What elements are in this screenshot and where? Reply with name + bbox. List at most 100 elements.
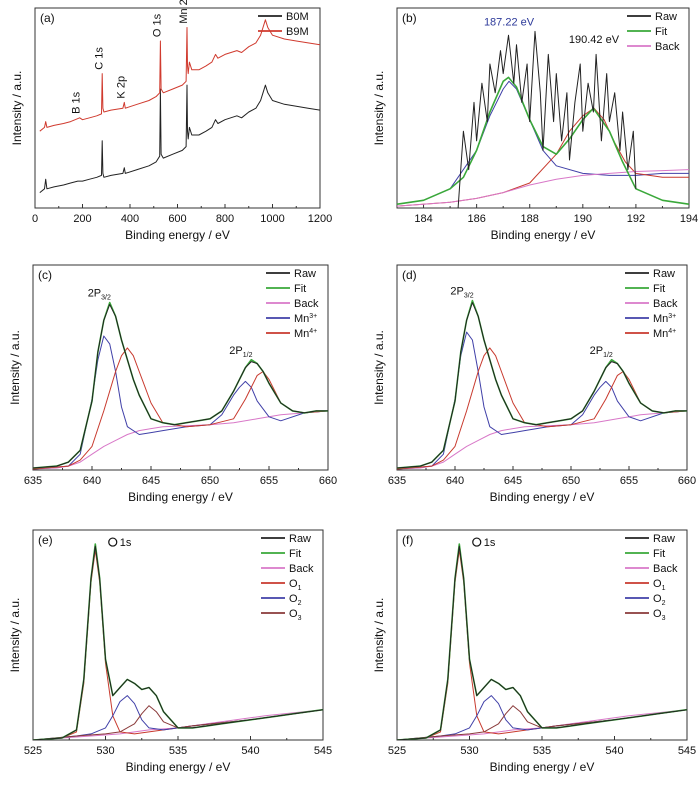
- legend-entry: Back: [655, 41, 680, 53]
- peak-annotation: 2P1/2: [229, 345, 252, 359]
- x-tick-label: 650: [562, 475, 580, 487]
- y-axis-label: Intensity / a.u.: [8, 330, 22, 405]
- x-tick-label: 200: [73, 213, 91, 225]
- legend-entry: B0M: [286, 11, 309, 23]
- x-tick-label: 525: [24, 745, 42, 757]
- x-tick-label: 1000: [260, 213, 284, 225]
- series-line-fit: [397, 543, 687, 740]
- x-tick-label: 525: [388, 745, 406, 757]
- series-line-fit: [397, 299, 687, 469]
- series-line-fit: [33, 543, 323, 740]
- peak-annotation: 1s: [484, 537, 496, 549]
- x-tick-label: 188: [521, 213, 539, 225]
- peak-annotation: 2P3/2: [450, 286, 473, 300]
- panel-label: (a): [40, 11, 55, 25]
- x-tick-label: 530: [96, 745, 114, 757]
- legend-entry: Raw: [655, 11, 677, 23]
- legend-entry: Fit: [653, 283, 665, 295]
- legend-entry: Raw: [294, 268, 316, 280]
- x-axis-label: Binding energy / eV: [126, 760, 231, 774]
- legend-entry: Raw: [653, 533, 675, 545]
- plot-frame: [396, 529, 688, 741]
- x-tick-label: 184: [414, 213, 432, 225]
- x-tick-label: 645: [504, 475, 522, 487]
- series-line-o2: [33, 695, 323, 740]
- x-axis-label: Binding energy / eV: [128, 490, 233, 504]
- legend-entry: Raw: [289, 533, 311, 545]
- series-line-mn3: [397, 331, 687, 470]
- legend-entry: Mn3+: [653, 313, 676, 325]
- series-line-raw: [457, 30, 637, 208]
- series-line-fit: [33, 301, 328, 469]
- y-axis-label: Intensity / a.u.: [372, 598, 386, 673]
- x-tick-label: 660: [678, 475, 696, 487]
- series-line-back: [33, 410, 328, 470]
- legend-entry: Fit: [289, 548, 301, 560]
- legend-entry: O2: [289, 593, 302, 607]
- legend-entry: Back: [653, 563, 678, 575]
- series-line-o2: [397, 695, 687, 740]
- legend-entry: O1: [289, 578, 302, 592]
- x-tick-label: 660: [319, 475, 337, 487]
- x-axis-label: Binding energy / eV: [491, 228, 596, 242]
- panel-e: (e) 525 530 535 540 545 Binding energy / eV Int…: [8, 529, 332, 774]
- legend-entry: Back: [653, 298, 678, 310]
- peak-annotation: K 2p: [115, 76, 127, 99]
- panel-b: (b) 184 186 188 190 192 194 Binding energy / eV…: [372, 7, 698, 242]
- legend-entry: O3: [289, 608, 302, 622]
- fit-component-line: [397, 107, 689, 207]
- x-axis-label: Binding energy / eV: [490, 490, 595, 504]
- series-line-back: [397, 169, 689, 207]
- series-line-o1: [33, 549, 323, 740]
- x-tick-label: 640: [446, 475, 464, 487]
- plot-frame: [396, 7, 690, 209]
- legend-entry: O2: [653, 593, 666, 607]
- legend-entry: O3: [653, 608, 666, 622]
- series-line-raw: [397, 545, 687, 740]
- x-tick-label: 800: [216, 213, 234, 225]
- legend-entry: Fit: [653, 548, 665, 560]
- x-tick-label: 194: [680, 213, 698, 225]
- peak-annotation: 190.42 eV: [569, 34, 620, 46]
- legend-entry: O1: [653, 578, 666, 592]
- panel-f: (f) 525 530 535 540 545 Binding energy / eV Int…: [372, 529, 696, 774]
- x-tick-label: 535: [533, 745, 551, 757]
- series-line-o3: [33, 705, 323, 740]
- legend-entry: Mn4+: [653, 328, 676, 340]
- series-line-mn4: [33, 347, 328, 470]
- peak-annotation: O 1s: [152, 13, 164, 37]
- panel-c: (c) 635 640 645 650 655 660 Binding energy / eV…: [8, 264, 337, 504]
- panel-a: (a) 0 200 400 600 800 1000 1200 Binding energy /…: [10, 0, 332, 242]
- legend-entry: Raw: [653, 268, 675, 280]
- series-line-b0m: [39, 84, 320, 193]
- series-line-raw: [397, 302, 687, 469]
- legend-entry: Mn4+: [294, 328, 317, 340]
- x-tick-label: 530: [460, 745, 478, 757]
- legend-entry: Back: [294, 298, 319, 310]
- x-tick-label: 645: [142, 475, 160, 487]
- o-symbol-icon: [108, 537, 118, 547]
- legend-entry: Back: [289, 563, 314, 575]
- panel-label: (d): [402, 268, 417, 282]
- x-tick-label: 535: [169, 745, 187, 757]
- series-line-mn4: [397, 347, 687, 470]
- x-tick-label: 655: [260, 475, 278, 487]
- y-axis-label: Intensity / a.u.: [372, 71, 386, 146]
- x-tick-label: 600: [168, 213, 186, 225]
- x-tick-label: 540: [605, 745, 623, 757]
- x-tick-label: 540: [241, 745, 259, 757]
- series-line-b9m: [39, 19, 320, 132]
- x-tick-label: 635: [388, 475, 406, 487]
- legend-entry: Fit: [294, 283, 306, 295]
- x-tick-label: 190: [574, 213, 592, 225]
- y-axis-label: Intensity / a.u.: [10, 71, 24, 146]
- series-line-mn3: [33, 335, 328, 470]
- x-tick-label: 635: [24, 475, 42, 487]
- plot-frame: [396, 264, 688, 471]
- panel-label: (b): [402, 11, 417, 25]
- series-line-fit: [397, 76, 689, 205]
- peak-annotation: 2P1/2: [590, 345, 613, 359]
- peak-annotation: Mn 2p: [178, 0, 190, 24]
- x-tick-label: 640: [83, 475, 101, 487]
